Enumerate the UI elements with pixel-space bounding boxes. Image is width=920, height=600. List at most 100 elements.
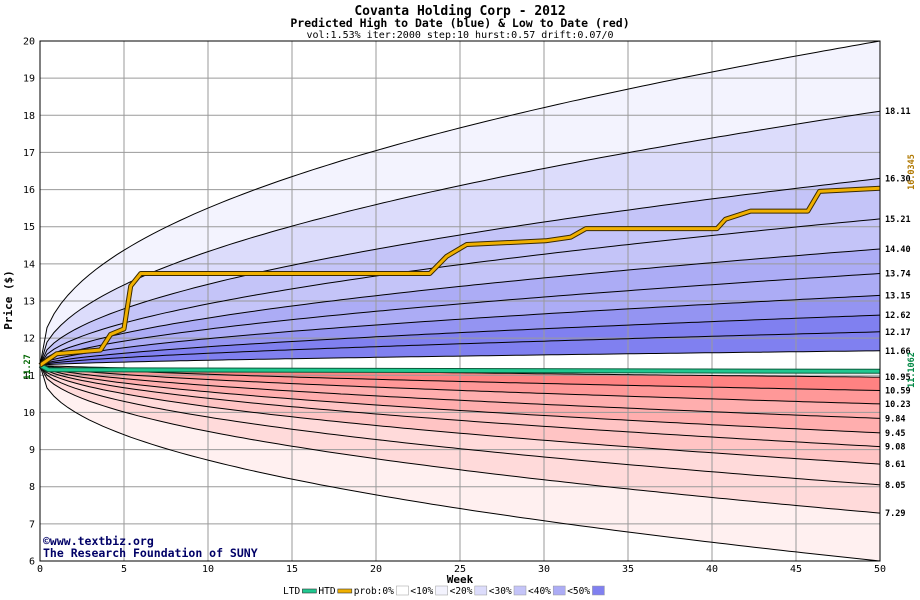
y-tick-label-6: 6 (29, 557, 35, 568)
y-tick-label-11: 11 (23, 371, 35, 382)
y-tick-label-7: 7 (29, 519, 35, 530)
y-tick-label-13: 13 (23, 297, 35, 308)
quantile-lines (40, 41, 880, 561)
x-tick-label-15: 15 (286, 564, 298, 575)
htd-line (39, 186, 881, 367)
start-price-label: 11.27 (23, 354, 33, 380)
high-band-4 (40, 249, 880, 366)
legend-label-3: <10% (410, 586, 433, 597)
legend-swatch-5 (513, 585, 527, 596)
low-quantile-line-3 (40, 364, 880, 419)
legend-label-1: HTD (318, 586, 335, 597)
low-quantile-line-4 (40, 364, 880, 434)
legend-label-6: <40% (528, 586, 551, 597)
watermark-url: ©www.textbiz.org (43, 534, 154, 548)
high-quantile-line-8 (40, 331, 880, 366)
low-quantile-line-5 (40, 364, 880, 448)
chart-title: Covanta Holding Corp - 2012 (354, 4, 565, 19)
x-tick-label-5: 5 (121, 564, 127, 575)
high-quantile-line-0 (40, 41, 880, 366)
legend-swatch-3 (435, 585, 448, 596)
high-quantile-label-3: 14.40 (885, 245, 911, 255)
low-band-6 (40, 365, 880, 485)
x-tick-label-45: 45 (790, 564, 802, 575)
high-quantile-label-1: 16.30 (885, 174, 911, 184)
low-quantile-line-9 (40, 365, 880, 561)
high-band-0 (40, 41, 880, 366)
legend-label-0: LTD (283, 586, 300, 597)
chart-params: vol:1.53% iter:2000 step:10 hurst:0.57 d… (306, 30, 613, 41)
legend-label-2: prob:0% (354, 586, 394, 597)
high-quantile-line-1 (40, 110, 880, 366)
legend-label-4: <20% (450, 586, 473, 597)
low-quantile-label-8: 7.29 (885, 509, 905, 519)
legend: LTD HTD prob:0% <10% <20% <30% <40% <50% (283, 585, 605, 597)
low-quantile-label-6: 8.61 (885, 460, 905, 470)
low-quantile-line-6 (40, 364, 880, 465)
x-tick-label-50: 50 (874, 564, 886, 575)
low-quantile-label-1: 10.59 (885, 387, 911, 397)
high-band-2 (40, 178, 880, 366)
legend-swatch-0 (302, 588, 317, 594)
low-band-3 (40, 365, 880, 433)
low-quantile-line-8 (40, 365, 880, 514)
low-band-4 (40, 365, 880, 447)
y-tick-label-8: 8 (29, 482, 35, 493)
low-quantile-label-0: 10.95 (885, 373, 911, 383)
legend-label-7: <50% (567, 586, 590, 597)
y-tick-label-9: 9 (29, 445, 35, 456)
series-lines (38, 185, 881, 374)
ltd-final-label: 11.1062 (907, 352, 917, 388)
legend-label-5: <30% (489, 586, 512, 597)
high-quantile-label-2: 15.21 (885, 215, 911, 225)
htd-final-label: 16.0345 (907, 154, 917, 190)
low-quantile-label-3: 9.84 (885, 414, 905, 424)
low-quantile-label-2: 10.23 (885, 400, 911, 410)
x-axis-label: Week (447, 573, 474, 586)
x-tick-label-25: 25 (454, 564, 466, 575)
y-tick-label-17: 17 (23, 148, 35, 159)
y-tick-label-10: 10 (23, 408, 35, 419)
low-quantile-line-1 (40, 364, 880, 391)
axis-ticks: 0 5 10 15 20 25 30 35 40 45 50 6 7 8 9 10 11 12 13 14 15 16 17… (23, 37, 886, 576)
y-tick-label-14: 14 (23, 259, 35, 270)
high-quantile-line-7 (40, 314, 880, 366)
watermark-org: The Research Foundation of SUNY (43, 546, 258, 560)
chart-subtitle: Predicted High to Date (blue) & Low to D… (290, 16, 629, 30)
low-quantile-label-5: 9.08 (885, 443, 905, 453)
x-tick-label-10: 10 (202, 564, 214, 575)
high-band-1 (40, 111, 880, 366)
high-quantile-line-9 (40, 350, 880, 366)
x-tick-label-40: 40 (706, 564, 718, 575)
high-quantile-line-2 (40, 177, 880, 366)
y-tick-label-18: 18 (23, 111, 35, 122)
x-tick-label-30: 30 (538, 564, 550, 575)
legend-swatch-6 (552, 585, 566, 596)
y-tick-label-12: 12 (23, 334, 35, 345)
high-quantile-line-4 (40, 248, 880, 366)
legend-swatch-1 (337, 588, 353, 594)
low-band-8 (40, 365, 880, 561)
low-quantile-label-4: 9.45 (885, 429, 905, 439)
plot-frame (39, 40, 881, 562)
low-band-7 (40, 365, 880, 514)
high-quantile-line-3 (40, 218, 880, 366)
x-tick-label-35: 35 (622, 564, 634, 575)
ltd-line (39, 363, 881, 373)
low-quantile-line-2 (40, 364, 880, 405)
legend-swatch-7 (592, 585, 605, 596)
high-band-5 (40, 273, 880, 366)
legend-swatch-4 (474, 585, 488, 596)
legend-swatch-2 (396, 585, 409, 596)
high-band-3 (40, 218, 880, 366)
grid-lines (39, 40, 881, 562)
y-tick-label-16: 16 (23, 185, 35, 196)
high-quantile-label-8: 11.66 (885, 347, 911, 357)
high-quantile-label-4: 13.74 (885, 270, 911, 280)
high-quantile-line-5 (40, 273, 880, 366)
high-quantile-label-6: 12.62 (885, 311, 911, 321)
high-quantile-line-6 (40, 294, 880, 366)
y-tick-label-19: 19 (23, 74, 35, 85)
x-tick-label-0: 0 (37, 564, 43, 575)
